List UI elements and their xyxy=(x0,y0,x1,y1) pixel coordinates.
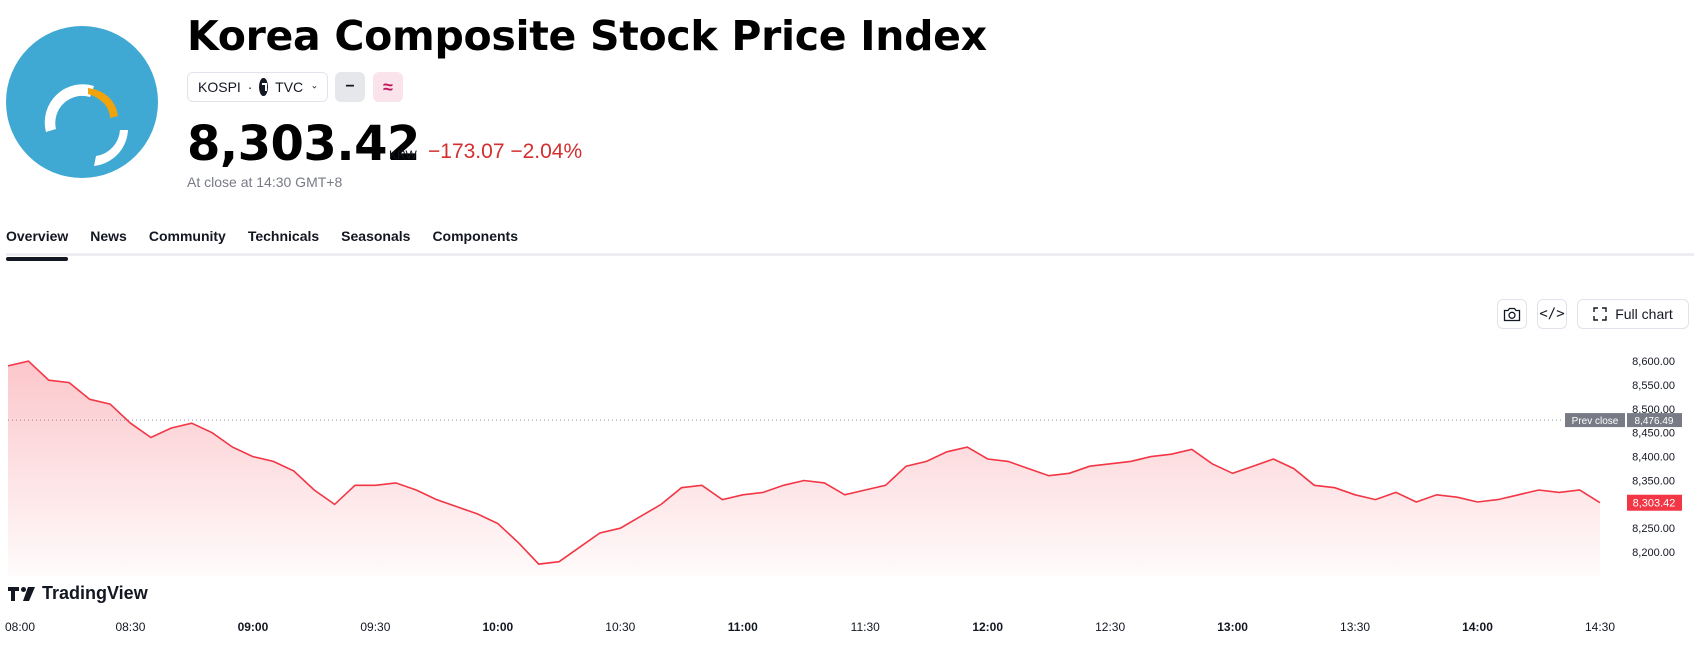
separator-dot: · xyxy=(247,79,253,95)
price-area-fill xyxy=(8,361,1600,576)
embed-code-button[interactable]: </> xyxy=(1537,299,1567,329)
tab-community[interactable]: Community xyxy=(148,228,226,244)
x-tick-label: 11:00 xyxy=(728,620,758,634)
x-tick-label: 11:30 xyxy=(851,620,880,634)
prev-close-label-box xyxy=(1565,413,1625,428)
tab-technicals[interactable]: Technicals xyxy=(247,228,320,244)
x-tick-label: 13:00 xyxy=(1217,620,1248,634)
market-flag-minus-button[interactable]: − xyxy=(335,72,365,102)
y-tick-label: 8,550.00 xyxy=(1632,380,1675,392)
kospi-logo-mark-icon xyxy=(44,84,128,166)
tradingview-logo-icon xyxy=(8,586,35,601)
price-chart[interactable]: 8,200.008,250.008,300.008,350.008,400.00… xyxy=(0,340,1699,648)
brand-name: TradingView xyxy=(42,583,148,603)
market-close-note: At close at 14:30 GMT+8 xyxy=(187,174,343,190)
symbol-exchange-selector[interactable]: KOSPI · TVC xyxy=(187,72,328,102)
last-price: 8,303.42 xyxy=(187,116,420,172)
x-tick-label: 12:00 xyxy=(972,620,1003,634)
code-icon: </> xyxy=(1539,306,1565,322)
price-axis: 8,200.008,250.008,300.008,350.008,400.00… xyxy=(1632,356,1675,559)
x-tick-label: 14:00 xyxy=(1462,620,1493,634)
chevron-down-icon xyxy=(312,86,317,89)
tab-overview[interactable]: Overview xyxy=(6,228,69,261)
full-chart-button[interactable]: Full chart xyxy=(1577,299,1689,329)
x-tick-label: 08:00 xyxy=(5,620,35,634)
y-tick-label: 8,450.00 xyxy=(1632,428,1675,440)
symbol-label: KOSPI xyxy=(198,79,241,95)
x-tick-label: 13:30 xyxy=(1340,620,1370,634)
snapshot-button[interactable] xyxy=(1497,299,1527,329)
time-axis: 08:00 08:30 09:00 09:30 10:00 10:30 11:00 11:30… xyxy=(5,620,1615,634)
tabs-divider xyxy=(6,253,1694,256)
x-tick-label: 08:30 xyxy=(115,620,145,634)
change-value: −173.07 xyxy=(428,140,505,163)
y-tick-label: 8,250.00 xyxy=(1632,523,1675,535)
x-tick-label: 10:30 xyxy=(605,620,635,634)
market-flag-approx-button[interactable]: ≈ xyxy=(373,72,403,102)
full-chart-label: Full chart xyxy=(1615,306,1673,322)
x-tick-label: 12:30 xyxy=(1095,620,1125,634)
change-percent: −2.04% xyxy=(510,140,583,163)
tradingview-brand: TradingView xyxy=(8,583,148,604)
tradingview-badge-icon xyxy=(259,78,275,96)
prev-close-label: Prev close xyxy=(1572,416,1619,427)
kospi-logo xyxy=(6,26,158,178)
last-price-marker xyxy=(1627,494,1682,511)
page-title: Korea Composite Stock Price Index xyxy=(187,12,987,60)
y-tick-label: 8,200.00 xyxy=(1632,547,1675,559)
prev-close-value: 8,476.49 xyxy=(1635,416,1674,427)
camera-icon xyxy=(1503,307,1521,321)
price-change: −173.07 −2.04% xyxy=(428,140,582,164)
x-tick-label: 10:00 xyxy=(482,620,513,634)
price-line xyxy=(7,360,1601,565)
exchange-label: TVC xyxy=(275,79,304,95)
y-tick-label: 8,500.00 xyxy=(1632,404,1675,416)
y-tick-label: 8,350.00 xyxy=(1632,475,1675,487)
x-tick-label: 09:30 xyxy=(360,620,390,634)
tab-news[interactable]: News xyxy=(90,228,127,244)
symbol-tabs: Overview News Community Technicals Seaso… xyxy=(6,228,518,261)
currency-label: KRW xyxy=(389,148,417,162)
last-price-marker-label: 8,303.42 xyxy=(1633,498,1676,510)
x-tick-label: 09:00 xyxy=(238,620,269,634)
fullscreen-icon xyxy=(1593,307,1607,321)
tab-seasonals[interactable]: Seasonals xyxy=(341,228,411,244)
x-tick-label: 14:30 xyxy=(1585,620,1615,634)
y-tick-label: 8,400.00 xyxy=(1632,452,1675,464)
axis-markers: Prev close 8,476.49 8,303.42 xyxy=(1565,413,1682,511)
tab-components[interactable]: Components xyxy=(432,228,518,244)
prev-close-value-box xyxy=(1627,413,1682,428)
y-tick-label: 8,600.00 xyxy=(1632,356,1675,368)
